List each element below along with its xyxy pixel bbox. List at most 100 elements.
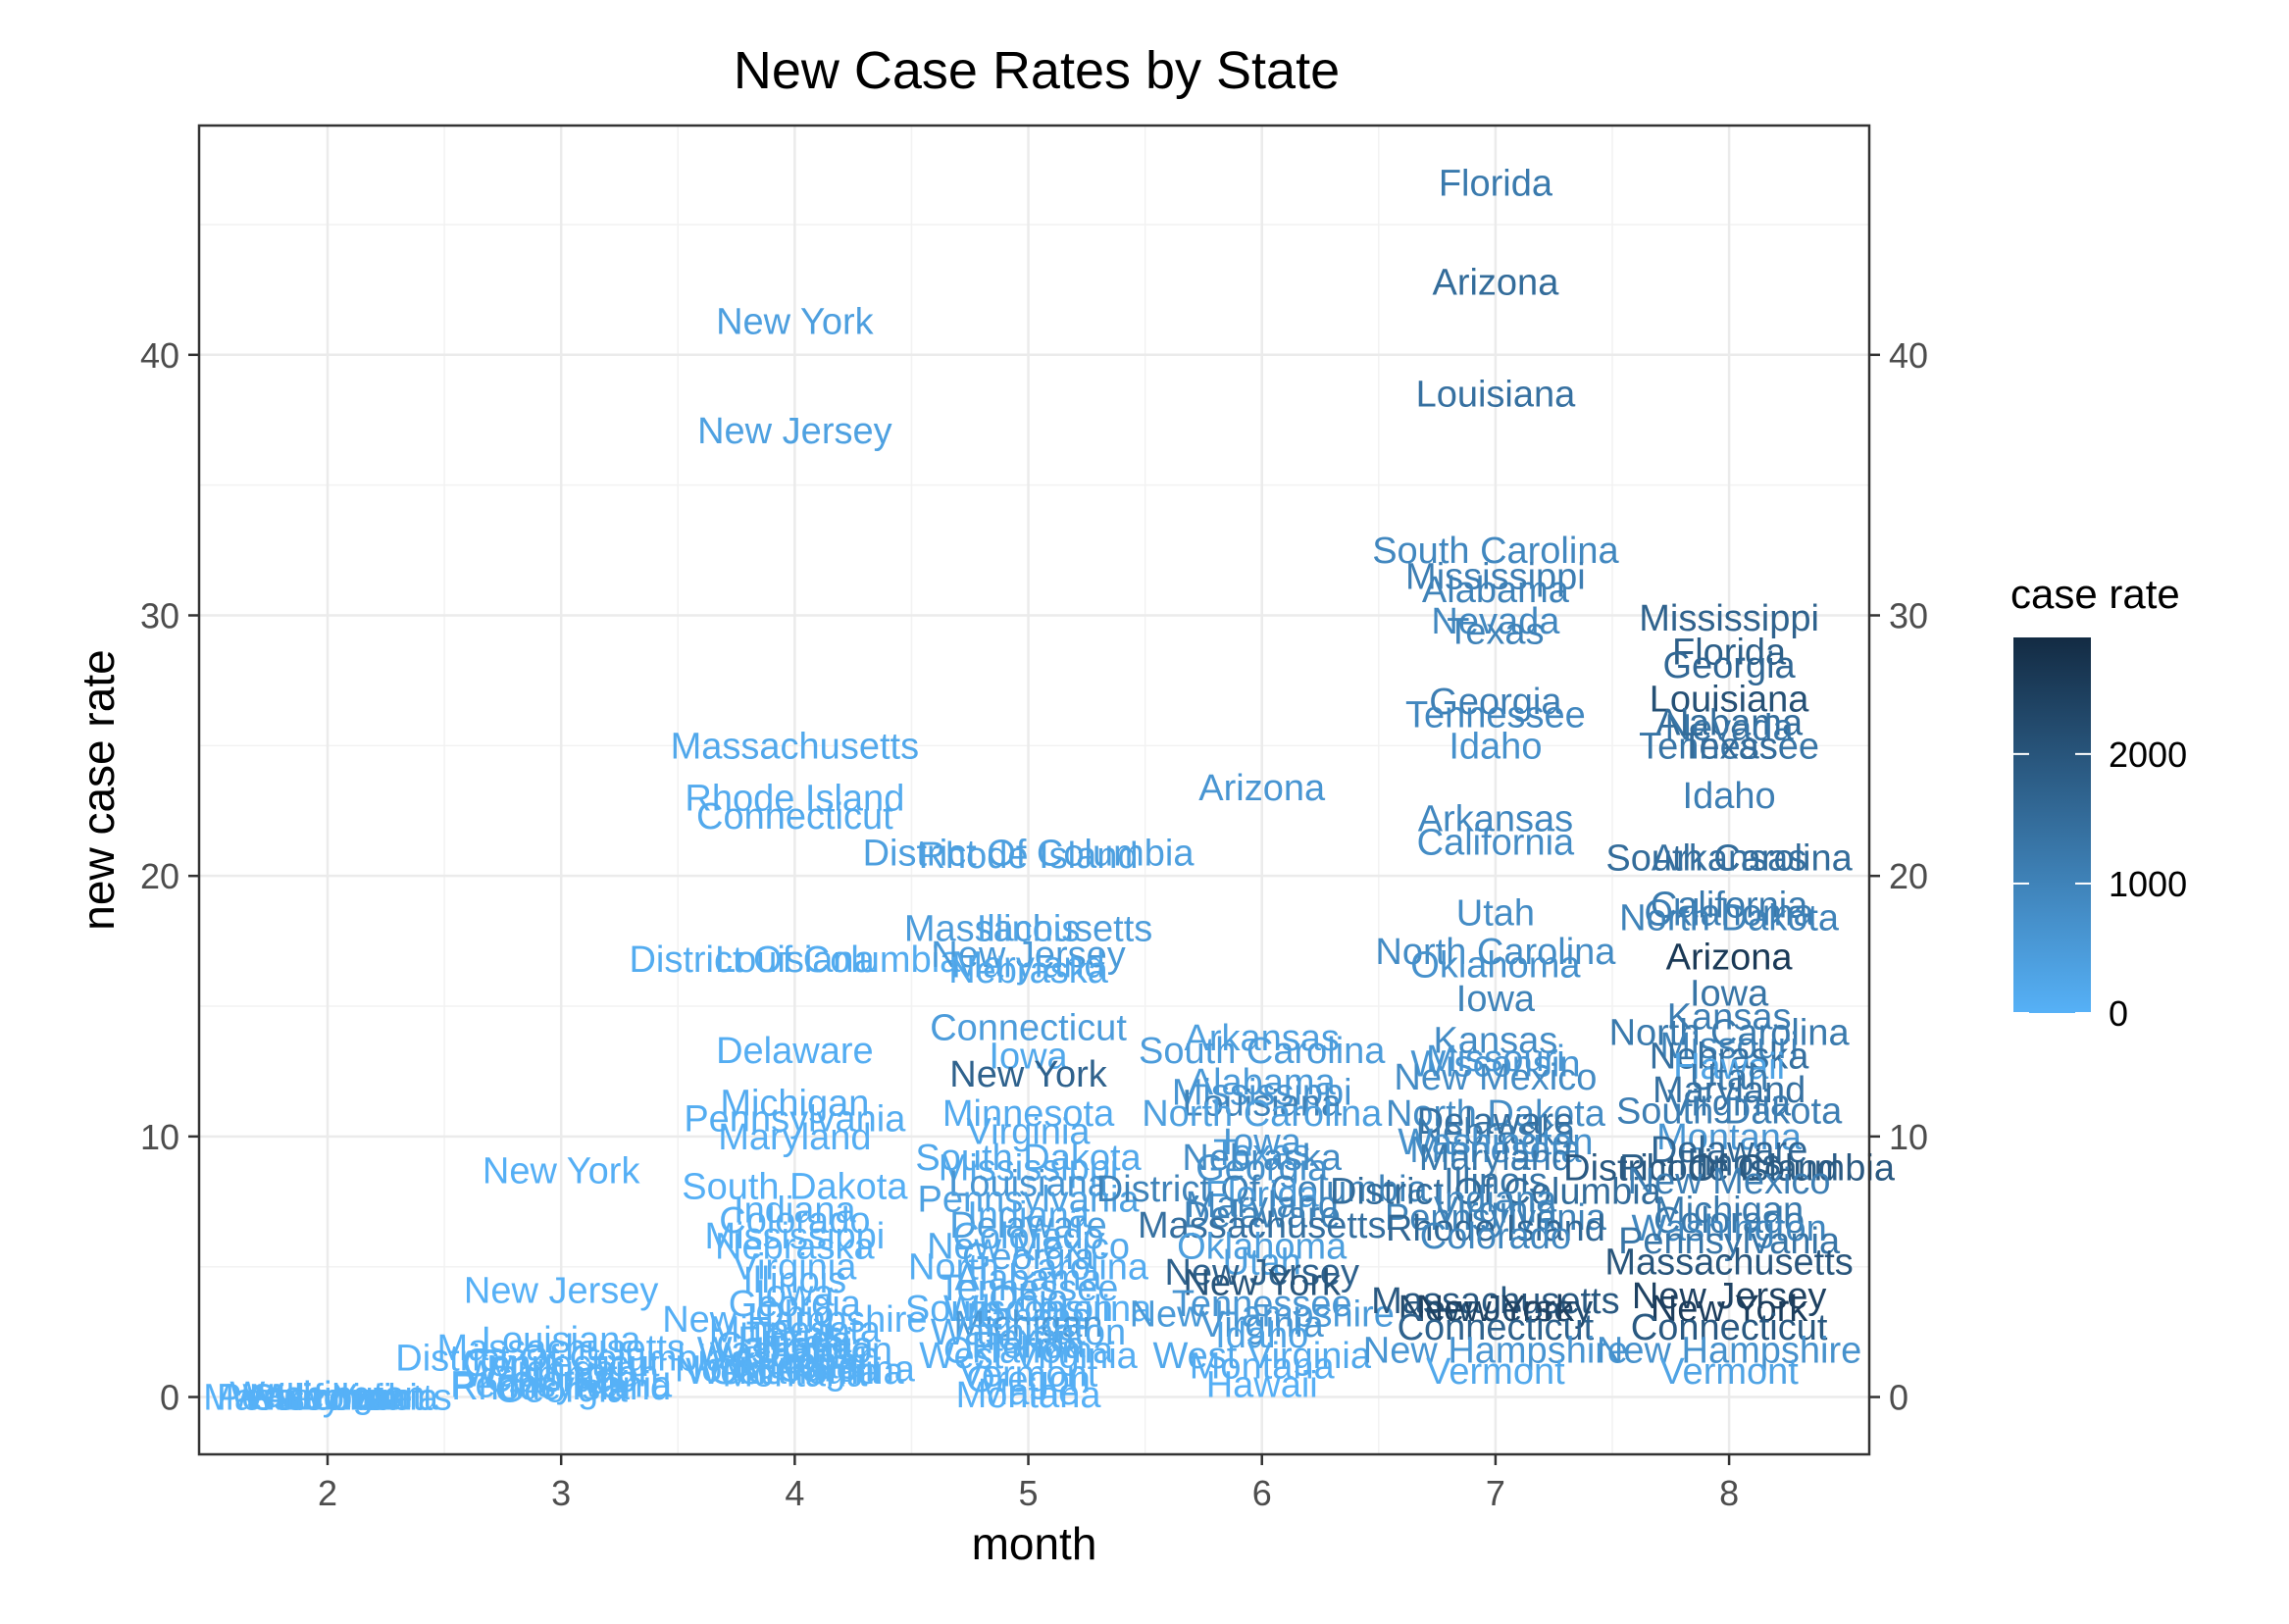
state-label: West Virginia [686,1351,904,1393]
state-label: New York [1417,1289,1576,1330]
state-label: California [1651,885,1808,926]
state-label: North Dakota [1619,898,1840,939]
state-label: California [1417,823,1575,864]
state-label: Montana [956,1375,1102,1416]
state-label: New Hampshire [1130,1294,1395,1336]
state-label: Georgia [495,1370,629,1411]
state-label: Maryland [718,1117,871,1158]
state-label: Massachusetts [671,726,919,767]
state-label: West Virginia [919,1336,1138,1377]
state-label: Oklahoma [1644,892,1814,934]
state-label: Delaware [1651,1130,1808,1171]
state-label: Colorado [952,1216,1103,1257]
state-label: Delaware [1183,1195,1341,1237]
state-label: Arkansas [1185,1018,1340,1059]
state-label: Louisiana [1182,1083,1343,1124]
state-label: Mississippi [1405,557,1586,598]
y-tick-label-left: 20 [140,856,179,896]
y-tick-label-left: 0 [160,1378,179,1418]
x-tick-label: 2 [318,1473,337,1513]
state-label: North Carolina [1142,1093,1383,1135]
state-label: New Jersey [464,1271,659,1312]
state-label: South Dakota [1616,1091,1843,1132]
state-label: Mississippi [705,1216,886,1257]
state-label: District Of Columbia [1330,1172,1662,1213]
state-label: Louisiana [1416,375,1577,416]
state-label: Montana [1656,1117,1803,1158]
state-label: Arizona [1666,938,1794,979]
y-tick-label-right: 30 [1889,595,1928,635]
state-label: Vermont [1659,1351,1799,1393]
state-label: Texas [980,1317,1077,1358]
state-label: Indiana [734,1190,857,1231]
state-label: Rhode Island [1619,1148,1839,1190]
state-label: Iowa [1456,979,1536,1020]
state-label: Connecticut [696,796,893,837]
state-label: Delaware [1417,1101,1575,1142]
y-tick-label-left: 40 [140,335,179,376]
state-label: Louisiana [1650,680,1810,721]
state-label: New Mexico [1394,1057,1597,1098]
state-label: Pennsylvania [450,1364,673,1405]
y-tick-label-right: 0 [1889,1378,1908,1418]
state-label: New York [716,301,875,342]
state-label: South Carolina [1605,838,1853,880]
state-label: Tennessee [1639,726,1819,767]
state-label: Indiana [1435,1180,1558,1221]
state-label: Kansas [733,1346,857,1388]
state-label: New Jersey [1399,1289,1594,1330]
state-label: Montana [1190,1346,1336,1388]
state-label: Connecticut [463,1344,660,1385]
panel-border [197,124,1871,1456]
state-label: Alabama [1422,570,1570,611]
state-label: South Carolina [1139,1031,1386,1072]
state-label: Ohio [989,1279,1067,1320]
state-label: Idaho [1683,776,1776,817]
x-tick-label: 4 [785,1473,804,1513]
state-label: Maryland [951,945,1104,987]
state-label: Rhode Island [685,778,904,819]
state-label: Rhode Island [451,1367,671,1408]
state-label: Rhode Island [1386,1208,1605,1249]
state-label: Connecticut [1631,1307,1828,1348]
state-label: Florida [1672,633,1787,674]
state-label: Massachusetts [436,1328,685,1369]
state-label: Wisconsin [710,1336,880,1377]
state-label: Hawaii [1673,1046,1785,1088]
state-label: Delaware [949,1205,1107,1246]
state-label: Colorado [719,1200,870,1242]
state-label: Louisiana [482,1320,642,1361]
state-label: North Carolina [1375,932,1616,973]
state-label: Missouri [1426,1039,1564,1080]
y-tick-label-left: 10 [140,1117,179,1157]
state-label: Florida [1205,1174,1320,1215]
state-label: Utah [755,1331,834,1372]
state-label: Colorado [485,1359,636,1400]
state-label: Connecticut [930,1007,1127,1048]
state-label: Idaho [1215,1315,1308,1356]
state-label: North Carolina [675,1348,916,1390]
state-label: Virginia [733,1247,857,1289]
x-tick-label: 3 [551,1473,571,1513]
state-label: Virginia [1200,1304,1325,1345]
state-label: Minnesota [942,1093,1115,1135]
major-gridlines [199,126,1869,1454]
state-label: District Of Columbia [395,1339,728,1380]
state-label: New Hampshire [662,1299,927,1341]
state-label: District Of Columbia [863,833,1195,874]
state-label: Massachusetts [1371,1281,1619,1322]
state-label: Pennsylvania [1385,1197,1607,1239]
state-label: Michigan [954,1304,1103,1345]
state-label: Washington [464,1354,659,1396]
state-label: South Carolina [1372,531,1619,572]
state-label: Georgia [962,1237,1095,1278]
state-label: New Hampshire [1597,1331,1861,1372]
state-label: Michigan [720,1083,869,1124]
state-label: Washington [1398,1122,1593,1163]
state-label: New Hampshire [1363,1331,1628,1372]
state-label: Nevada [1431,601,1560,642]
y-axis-title: new case rate [73,649,124,930]
state-label: Nebraska [1650,1037,1809,1078]
state-label: New York [1183,1263,1342,1304]
